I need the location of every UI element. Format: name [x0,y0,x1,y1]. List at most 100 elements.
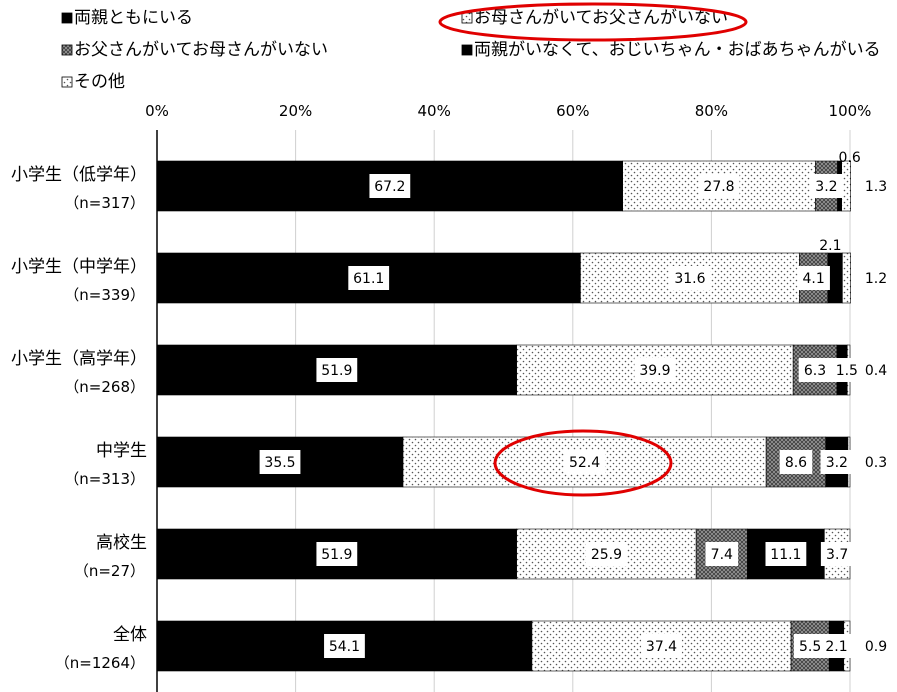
data-label-text: 1.3 [865,179,887,195]
data-label-box [820,542,854,566]
category-n-0: （n=317） [64,194,145,212]
data-label-text: 35.5 [264,455,295,471]
data-label-box [798,358,832,382]
data-label-1-1: 31.6 [669,266,711,290]
category-label-1: 小学生（中学年） [11,257,147,277]
data-label-4-4: 3.7 [820,542,854,566]
grid [156,130,851,692]
data-label-0-1: 27.8 [698,174,740,198]
data-label-box [348,266,390,290]
data-label-box [810,174,843,198]
data-label-2-0: 51.9 [316,358,358,382]
legend-label-4: その他 [74,72,125,92]
data-label-4-0: 51.9 [316,542,358,566]
data-label-0-2: 3.2 [810,174,843,198]
data-label-box [369,174,411,198]
data-label-5-4: 0.9 [865,639,887,655]
data-label-3-0: 35.5 [259,450,301,474]
data-label-text: 39.9 [639,363,670,379]
data-label-text: 67.2 [374,179,405,195]
highlights [438,2,748,497]
data-label-0-3: 0.6 [839,150,861,166]
data-label-4-3: 11.1 [765,542,807,566]
data-label-box [779,450,813,474]
x-tick-label-2: 40% [418,102,451,120]
data-label-text: 1.5 [836,363,858,379]
data-label-text: 0.6 [839,150,861,166]
data-label-text: 4.1 [802,271,824,287]
x-tick-label-1: 20% [279,102,312,120]
highlight-bar-ellipse [493,429,673,497]
data-label-text: 51.9 [321,547,352,563]
data-label-box [765,542,807,566]
data-label-text: 0.4 [865,363,887,379]
bar-1-series-3 [827,252,843,304]
data-label-0-0: 67.2 [369,174,411,198]
data-label-text: 0.3 [865,455,887,471]
data-label-3-3: 3.2 [820,450,854,474]
data-label-box [324,634,365,658]
data-label-text: 37.4 [646,639,677,655]
data-label-box [698,174,740,198]
data-label-text: 11.1 [770,547,801,563]
x-tick-label-4: 80% [695,102,728,120]
data-label-text: 2.1 [819,238,841,254]
data-label-text: 3.2 [815,179,837,195]
data-label-text: 3.2 [826,455,848,471]
data-label-box [316,542,358,566]
legend-swatch-1 [461,12,473,24]
data-label-1-3: 2.1 [819,238,841,254]
bar-1-series-4 [842,252,851,304]
data-label-box [830,358,864,382]
data-label-text: 8.6 [785,455,807,471]
data-label-text: 2.1 [825,639,847,655]
data-label-4-2: 7.4 [705,542,739,566]
category-labels: 小学生（低学年） （n=317） 小学生（中学年） （n=339） 小学生（高学年） （n… [11,165,147,672]
category-label-5: 全体 [113,625,147,645]
data-label-2-4: 0.4 [865,363,887,379]
category-n-5: （n=1264） [55,654,145,672]
data-label-text: 25.9 [591,547,622,563]
data-label-text: 1.2 [865,271,887,287]
legend-swatch-3 [461,44,473,56]
data-label-box [586,542,627,566]
bars: 67.2 27.8 3.20.61.361.1 31.6 4.12.11.251.9 39… [156,150,887,672]
data-label-text: 0.9 [865,639,887,655]
data-label-text: 52.4 [569,455,600,471]
data-label-text: 51.9 [321,363,352,379]
data-label-box [797,266,830,290]
data-label-text: 7.4 [711,547,733,563]
data-label-3-4: 0.3 [865,455,887,471]
legend-label-0: 両親ともにいる [74,8,193,28]
data-label-text: 27.8 [703,179,734,195]
legend-swatch-4 [61,76,73,88]
data-label-box [316,358,358,382]
data-label-1-0: 61.1 [348,266,390,290]
data-label-box [259,450,301,474]
data-label-box [669,266,711,290]
data-label-5-0: 54.1 [324,634,365,658]
data-label-5-1: 37.4 [641,634,682,658]
data-label-0-4: 1.3 [865,179,887,195]
data-label-text: 5.5 [799,639,821,655]
data-label-1-2: 4.1 [797,266,830,290]
bar-0-series-4 [841,160,851,212]
data-label-text: 31.6 [674,271,705,287]
category-label-4: 高校生 [96,533,147,553]
data-label-2-3: 1.5 [830,358,864,382]
category-n-3: （n=313） [64,470,145,488]
category-n-2: （n=268） [64,378,145,396]
data-label-3-1: 52.4 [564,450,605,474]
category-n-1: （n=339） [64,286,145,304]
data-label-text: 3.7 [826,547,848,563]
data-label-4-1: 25.9 [586,542,627,566]
data-label-5-3: 2.1 [820,634,853,658]
data-label-1-4: 1.2 [865,271,887,287]
data-label-box [820,634,853,658]
data-label-box [564,450,605,474]
legend-swatch-2 [61,44,73,56]
data-label-box [705,542,739,566]
category-label-3: 中学生 [96,441,147,461]
